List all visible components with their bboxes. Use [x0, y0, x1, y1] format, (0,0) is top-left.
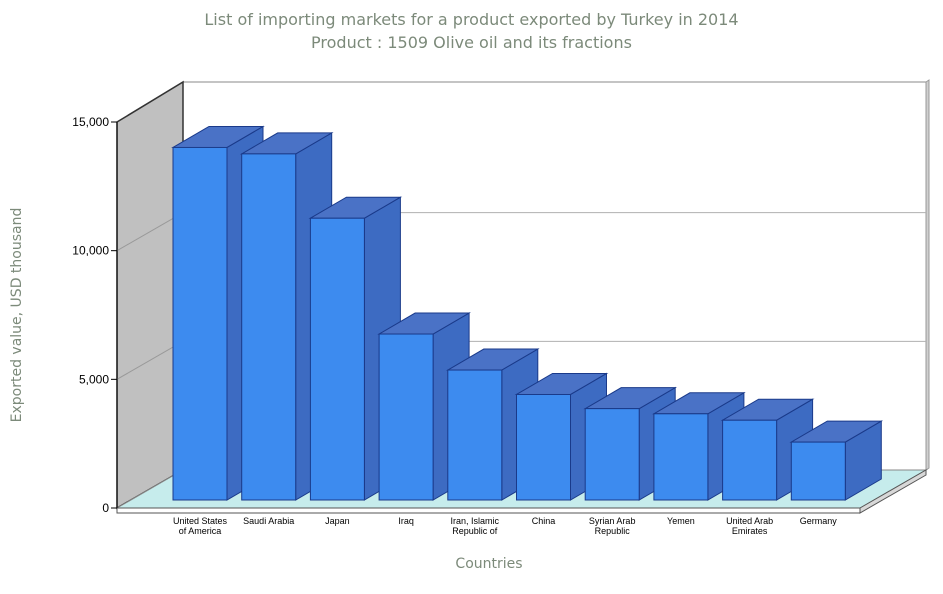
- bar-front: [378, 333, 434, 501]
- gridline-wall-0: [116, 340, 184, 380]
- bar-front: [584, 408, 640, 501]
- x-tick-label: Japan: [325, 516, 350, 526]
- bar-series: [171, 125, 884, 501]
- bar-front: [790, 441, 846, 501]
- bar-front: [447, 369, 503, 501]
- floor-side: [859, 469, 927, 514]
- bar-front: [722, 419, 778, 501]
- x-tick-label: United Arab Emirates: [726, 516, 773, 536]
- y-tick-label: 5,000: [79, 372, 109, 386]
- chart-subtitle: Product : 1509 Olive oil and its fractio…: [311, 33, 632, 52]
- bar-front: [516, 393, 571, 501]
- x-tick-label: Germany: [800, 516, 838, 526]
- y-tick-label: 15,000: [72, 115, 109, 129]
- y-axis-title: Exported value, USD thousand: [9, 208, 25, 423]
- bar-front: [309, 217, 365, 501]
- x-tick-label: United States of America: [173, 516, 228, 536]
- bar-front: [172, 146, 228, 501]
- floor-front: [116, 507, 861, 514]
- x-tick-label: China: [532, 516, 556, 526]
- bar-front: [241, 153, 297, 501]
- y-tick-label: 10,000: [72, 244, 109, 258]
- right-edge: [925, 79, 930, 471]
- chart-title: List of importing markets for a product …: [204, 10, 739, 29]
- x-tick-label: Iraq: [398, 516, 414, 526]
- x-tick-label: Saudi Arabia: [243, 516, 294, 526]
- gridline-wall-1: [116, 212, 184, 252]
- x-tick-label: Syrian Arab Republic: [589, 516, 636, 536]
- x-axis-title: Countries: [455, 556, 522, 572]
- x-axis-ticks: United States of America Saudi Arabia Japan…: [173, 516, 837, 536]
- bar: [377, 312, 471, 501]
- x-tick-label: Iran, Islamic Republic of: [451, 516, 500, 536]
- y-axis-ticks: 0 5,000 10,000 15,000: [72, 115, 118, 515]
- x-tick-label: Yemen: [667, 516, 695, 526]
- bar: [789, 420, 884, 501]
- bar-front: [653, 413, 709, 501]
- y-tick-label: 0: [102, 501, 109, 515]
